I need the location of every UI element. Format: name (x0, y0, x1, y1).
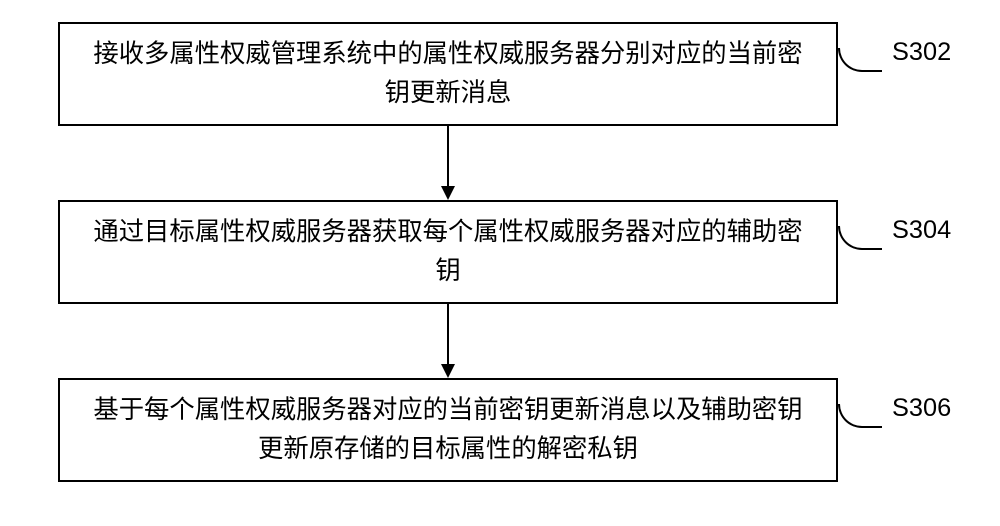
step-text-2: 通过目标属性权威服务器获取每个属性权威服务器对应的辅助密钥 (84, 213, 812, 292)
step-box-1: 接收多属性权威管理系统中的属性权威服务器分别对应的当前密钥更新消息 (58, 22, 838, 126)
flowchart-canvas: 接收多属性权威管理系统中的属性权威服务器分别对应的当前密钥更新消息 S302 通… (0, 0, 1000, 526)
arrow-1 (447, 126, 449, 186)
step-label-1: S302 (892, 38, 951, 67)
label-connector-3 (838, 404, 882, 428)
step-label-2: S304 (892, 216, 951, 245)
arrow-head-2 (441, 364, 455, 378)
step-box-3: 基于每个属性权威服务器对应的当前密钥更新消息以及辅助密钥更新原存储的目标属性的解… (58, 378, 838, 482)
step-label-3: S306 (892, 394, 951, 423)
label-connector-2 (838, 226, 882, 250)
step-box-2: 通过目标属性权威服务器获取每个属性权威服务器对应的辅助密钥 (58, 200, 838, 304)
arrow-head-1 (441, 186, 455, 200)
step-text-3: 基于每个属性权威服务器对应的当前密钥更新消息以及辅助密钥更新原存储的目标属性的解… (84, 391, 812, 470)
step-text-1: 接收多属性权威管理系统中的属性权威服务器分别对应的当前密钥更新消息 (84, 35, 812, 114)
label-connector-1 (838, 48, 882, 72)
arrow-2 (447, 304, 449, 364)
